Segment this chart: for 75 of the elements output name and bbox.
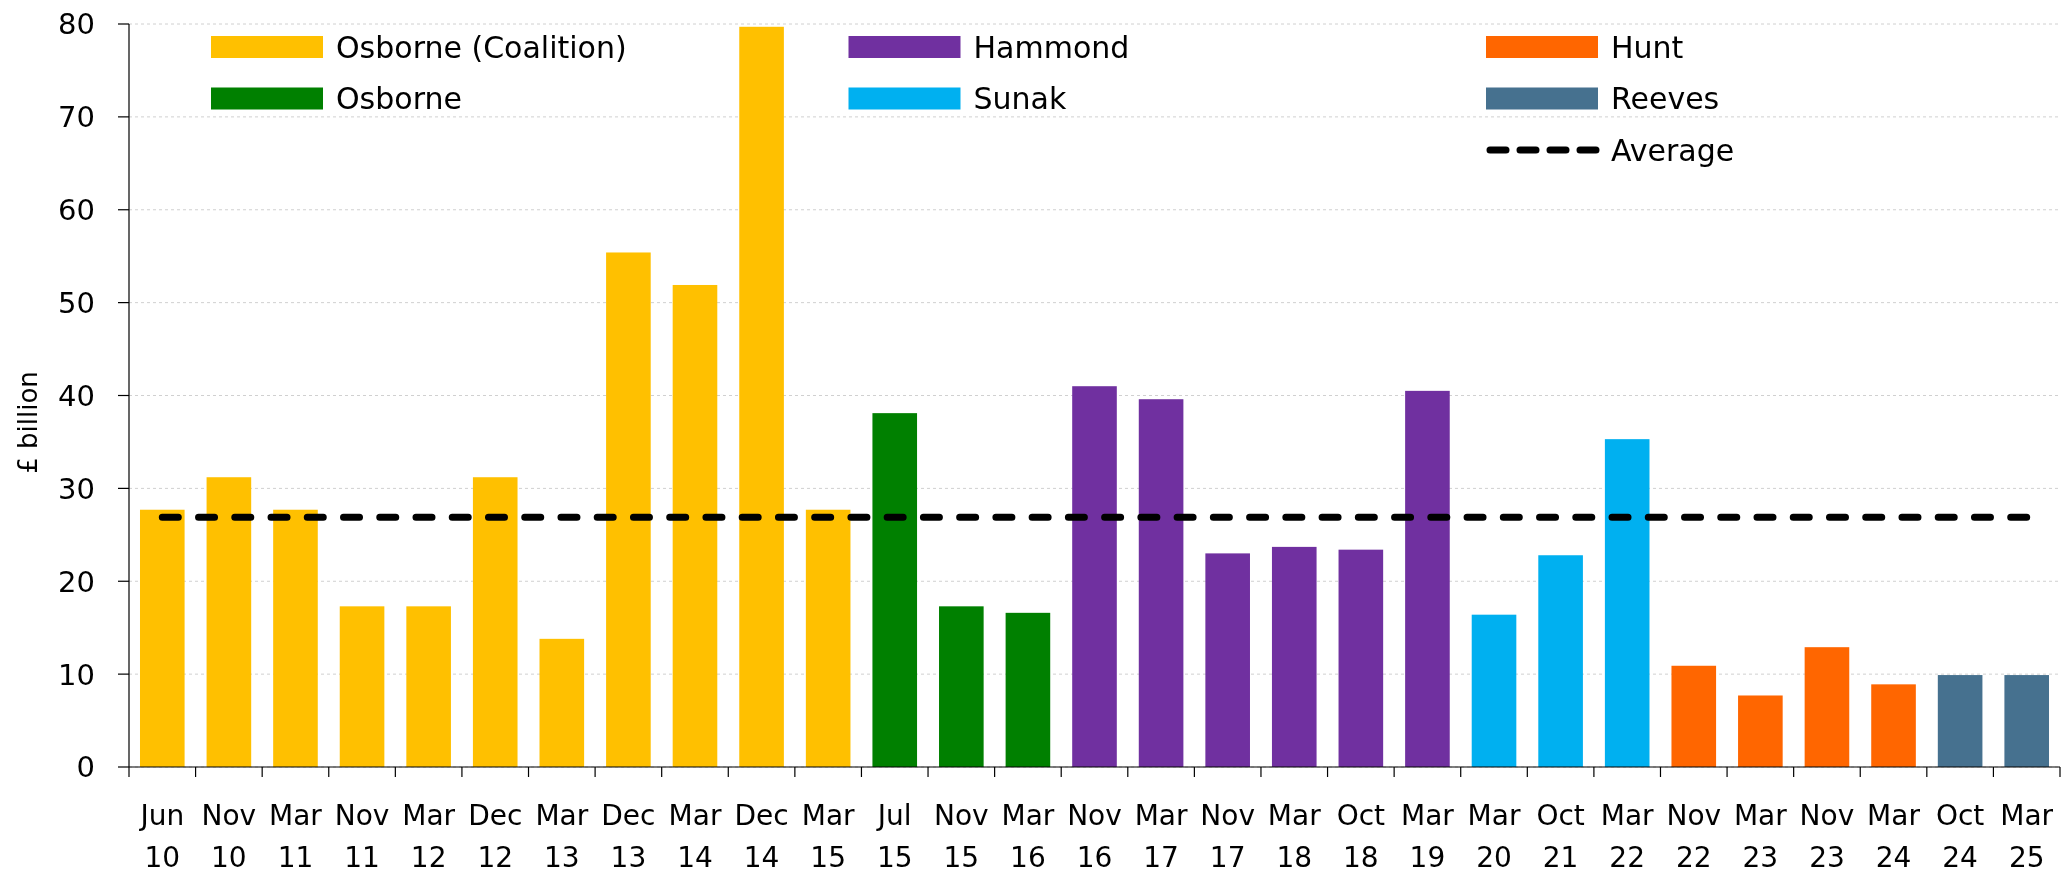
bar [1937, 675, 1983, 767]
x-tick-label: Oct 18 [1336, 799, 1386, 872]
x-tick-label: Dec 13 [601, 799, 656, 872]
bar [1005, 612, 1051, 767]
legend-label: Osborne [336, 81, 462, 117]
bar [472, 477, 518, 767]
bar [606, 252, 651, 767]
x-tick-label: Mar 24 [1867, 799, 1921, 872]
legend-label: Sunak [973, 81, 1067, 117]
x-tick-label: Nov 16 [1067, 799, 1122, 872]
x-tick-label: Mar 12 [402, 799, 456, 872]
bar [1604, 439, 1650, 767]
x-tick-label: Nov 15 [934, 799, 989, 872]
x-tick-label: Jun 10 [138, 799, 185, 872]
legend-label: Average [1611, 132, 1735, 168]
x-tick-label: Mar 23 [1733, 799, 1788, 872]
x-tick-label: Oct 24 [1935, 799, 1985, 872]
x-tick-label: Mar 22 [1600, 799, 1655, 872]
y-tick-label: 30 [58, 471, 95, 506]
bar [805, 509, 851, 767]
y-tick-label: 60 [58, 193, 95, 228]
legend-label: Hunt [1611, 29, 1684, 65]
bar [739, 26, 784, 767]
y-tick-label: 80 [58, 7, 95, 42]
legend-label: Hammond [973, 29, 1130, 65]
x-tick-label: Mar 16 [1001, 799, 1055, 872]
x-tick-label: Mar 20 [1467, 799, 1521, 872]
x-tick-label: Dec 12 [468, 799, 523, 872]
x-tick-label: Mar 11 [269, 799, 323, 872]
y-tick-label: 10 [58, 657, 95, 692]
bar [939, 606, 984, 767]
x-tick-label: Mar 25 [2000, 799, 2054, 872]
y-tick-label: 70 [58, 100, 95, 135]
x-tick-label: Mar 17 [1134, 799, 1188, 872]
x-tick-label: Nov 23 [1799, 799, 1855, 872]
legend-label: Reeves [1611, 81, 1720, 117]
bar [1405, 390, 1450, 767]
y-tick-label: 0 [76, 750, 95, 785]
bar [539, 638, 585, 767]
legend-label: Osborne (Coalition) [336, 29, 627, 65]
x-tick-label: Mar 13 [535, 799, 589, 872]
bar [1738, 695, 1783, 767]
bar [1471, 614, 1517, 767]
x-tick-label: Mar 19 [1401, 799, 1455, 872]
x-tick-label: Nov 17 [1200, 799, 1255, 872]
y-tick-label: 50 [58, 286, 95, 321]
x-tick-label: Nov 10 [201, 799, 257, 872]
bar [139, 509, 185, 767]
bar [206, 477, 252, 767]
x-tick-label: Jul 15 [875, 799, 913, 872]
y-tick-label: 20 [58, 564, 95, 599]
bar [1072, 386, 1117, 767]
x-tick-label: Nov 11 [334, 799, 390, 872]
bar [2004, 675, 2050, 767]
x-tick-label: Nov 22 [1666, 799, 1722, 872]
x-tick-label: Mar 18 [1267, 799, 1322, 872]
bar [672, 284, 718, 767]
bar [1271, 546, 1317, 767]
x-tick-label: Oct 21 [1536, 799, 1585, 872]
bar [1205, 553, 1250, 767]
bar [1804, 647, 1850, 767]
y-axis-title: £ billion [13, 371, 44, 474]
bar [1138, 399, 1184, 767]
x-tick-label: Mar 15 [801, 799, 856, 872]
bar [1871, 684, 1916, 767]
bar [339, 606, 385, 767]
bar [1671, 665, 1717, 767]
x-tick-label: Dec 14 [734, 799, 789, 872]
x-tick-label: Mar 14 [668, 799, 722, 872]
bar [872, 413, 918, 767]
bar [273, 509, 318, 767]
bar [406, 606, 451, 767]
bar [1338, 549, 1384, 767]
y-tick-label: 40 [58, 378, 95, 413]
bar [1538, 555, 1583, 767]
